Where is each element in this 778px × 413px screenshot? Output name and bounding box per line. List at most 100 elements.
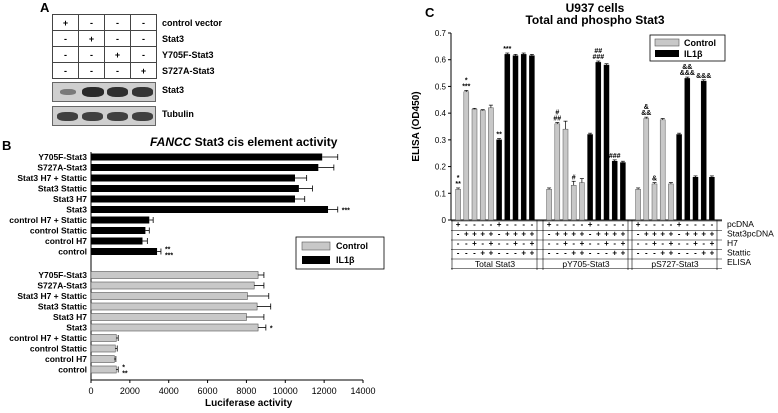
condition-sign: - (622, 220, 625, 229)
condition-sign: + (612, 249, 617, 258)
condition-sign: + (497, 220, 502, 229)
condition-sign: - (670, 220, 673, 229)
legend-swatch-control (654, 38, 680, 47)
bar-control (488, 107, 494, 221)
condition-sign: - (589, 249, 592, 258)
condition-sign: - (702, 239, 705, 248)
condition-sign: + (588, 220, 593, 229)
category-label: Y705F-Stat3 (38, 152, 87, 162)
bar-il1b (603, 64, 610, 221)
bar-control (554, 123, 561, 221)
bar-il1b (684, 78, 691, 221)
panel-a-condition-table: + - - - control vector - + - - Stat3- - + - Y705F-Sta… (52, 14, 226, 79)
condition-sign: - (645, 220, 648, 229)
bar-il1b (91, 248, 158, 255)
significance-label: &&& (696, 73, 711, 80)
blot-band (81, 87, 104, 97)
bar-il1b (700, 80, 707, 221)
condition-sign: + (621, 249, 626, 258)
condition-sign: + (555, 230, 560, 239)
category-label: Stat3 H7 + Stattic (17, 291, 87, 301)
significance-label: ** (496, 132, 502, 139)
condition-sign: - (678, 239, 681, 248)
condition-sign: - (473, 249, 476, 258)
significance-label: # (572, 174, 576, 181)
condition-sign: + (710, 230, 715, 239)
x-tick-label: 2000 (120, 386, 140, 396)
blot-image (52, 106, 156, 126)
significance-label: && (682, 64, 692, 71)
condition-sign: - (548, 230, 551, 239)
condition-sign: + (710, 249, 715, 258)
category-label: Stat3 H7 (53, 194, 87, 204)
condition-sign: - (678, 230, 681, 239)
x-tick-label: 14000 (350, 386, 375, 396)
y-tick-label: 0.6 (435, 56, 447, 65)
category-label: control (58, 365, 87, 375)
condition-sign: - (506, 220, 509, 229)
condition-sign: - (653, 249, 656, 258)
condition-sign: - (581, 220, 584, 229)
condition-sign: + (472, 230, 477, 239)
row-label: Stat3pcDNA (727, 229, 774, 239)
condition-label: Stat3 (162, 33, 185, 44)
panel-b-title: FANCC Stat3 cis element activity (150, 135, 337, 149)
condition-sign: + (513, 239, 518, 248)
group-label: Total Stat3 (475, 259, 515, 269)
bar-il1b (709, 177, 715, 221)
condition-sign: + (571, 230, 576, 239)
condition-sign: - (653, 220, 656, 229)
significance-label: ** (165, 247, 171, 254)
bar-il1b (91, 237, 143, 245)
condition-sign: + (530, 249, 535, 258)
condition-sign: + (530, 239, 535, 248)
condition-sign: - (572, 239, 575, 248)
condition-sign: + (580, 230, 585, 239)
bar-il1b (611, 160, 618, 221)
condition-sign: - (605, 249, 608, 258)
category-label: Y705F-Stat3 (38, 270, 87, 280)
category-label: control H7 + Stattic (9, 333, 87, 343)
condition-sign: - (589, 239, 592, 248)
condition-sign: - (597, 239, 600, 248)
blot-label: Stat3 (162, 85, 185, 95)
condition-sign: - (130, 46, 157, 63)
category-label: Stat3 H7 + Stattic (17, 173, 87, 183)
bar-il1b (91, 174, 295, 182)
condition-sign: - (605, 220, 608, 229)
condition-sign: - (498, 249, 501, 258)
condition-sign: - (564, 249, 567, 258)
condition-row: - - - + S727A-Stat3 (52, 62, 226, 79)
bar-control (570, 185, 577, 221)
legend-swatch-il1b (655, 50, 679, 57)
category-label: Stat3 (66, 205, 87, 215)
significance-label: ## (594, 48, 602, 55)
x-tick-label: 6000 (198, 386, 218, 396)
condition-sign: - (686, 220, 689, 229)
condition-sign: - (694, 249, 697, 258)
panel-b-title-rest: Stat3 cis element activity (191, 135, 338, 149)
condition-sign: + (660, 230, 665, 239)
condition-label: Y705F-Stat3 (162, 49, 214, 60)
bar-control (546, 189, 552, 221)
condition-sign: - (465, 239, 468, 248)
condition-sign: - (572, 220, 575, 229)
bar-control (651, 183, 658, 221)
row-label: ELISA (727, 257, 751, 267)
condition-sign: - (597, 249, 600, 258)
condition-sign: - (457, 249, 460, 258)
blot-band (59, 88, 76, 96)
condition-sign: + (530, 230, 535, 239)
condition-sign: - (702, 220, 705, 229)
y-axis-label: ELISA (OD450) (411, 91, 422, 161)
bar-control (479, 110, 486, 221)
condition-sign: + (472, 239, 477, 248)
condition-sign: + (604, 230, 609, 239)
condition-sign: + (596, 230, 601, 239)
condition-sign: - (548, 249, 551, 258)
condition-sign: - (506, 239, 509, 248)
blot-band (107, 111, 128, 121)
y-tick-label: 0.7 (435, 29, 447, 38)
significance-label: * (122, 365, 125, 372)
